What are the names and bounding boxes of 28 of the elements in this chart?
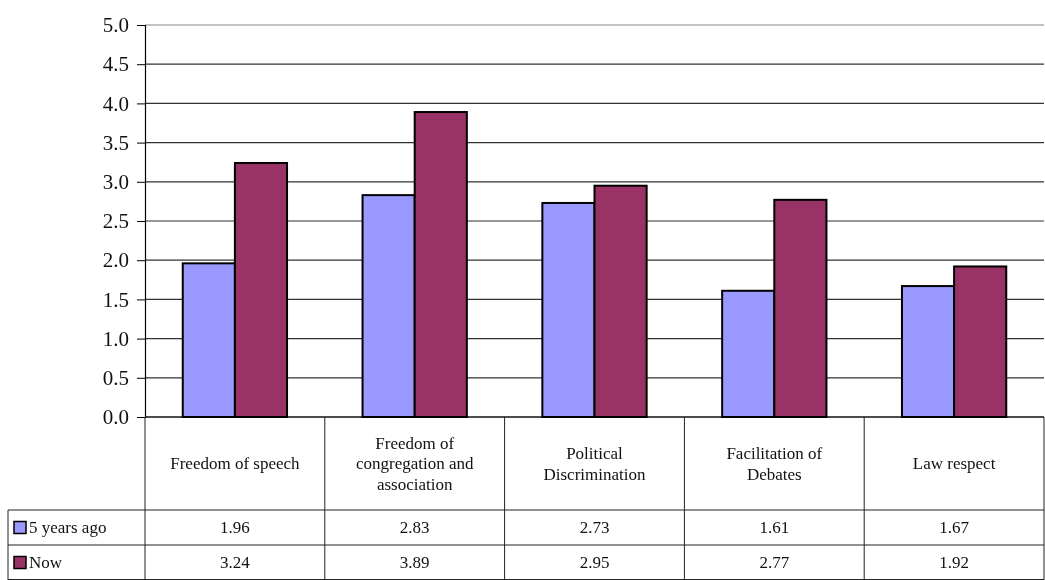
data-label: 1.61 (759, 518, 790, 538)
data-label: 2.77 (759, 553, 790, 573)
y-tick-label: 0.5 (102, 366, 129, 391)
y-tick-label: 4.5 (102, 52, 129, 77)
data-label: 1.67 (939, 518, 970, 538)
y-tick-label: 1.0 (102, 326, 129, 351)
x-tick-label: Facilitation of Debates (726, 444, 823, 484)
x-tick-label: Law respect (912, 454, 996, 474)
data-label: 1.96 (220, 518, 250, 538)
y-tick-label: 3.5 (102, 130, 129, 155)
data-label: 3.24 (220, 553, 251, 573)
y-tick-label: 4.0 (102, 91, 129, 116)
y-tick-label: 0.0 (102, 405, 129, 430)
y-tick-label: 5.0 (102, 13, 129, 38)
y-tick-label: 2.5 (102, 209, 129, 234)
x-tick-label: Freedom of congregation and association (355, 434, 474, 494)
legend-label: 5 years ago (29, 518, 107, 538)
data-label: 2.73 (579, 518, 610, 538)
data-label: 2.95 (579, 553, 610, 573)
data-label: 1.92 (939, 553, 969, 573)
legend-label: Now (29, 553, 63, 573)
data-label: 3.89 (399, 553, 430, 573)
y-tick-label: 1.5 (102, 287, 129, 312)
x-tick-label: Political Discrimination (543, 444, 646, 484)
y-tick-label: 2.0 (102, 248, 129, 273)
y-tick-label: 3.0 (102, 170, 129, 195)
x-tick-label: Freedom of speech (170, 454, 301, 474)
data-label: 2.83 (399, 518, 430, 538)
